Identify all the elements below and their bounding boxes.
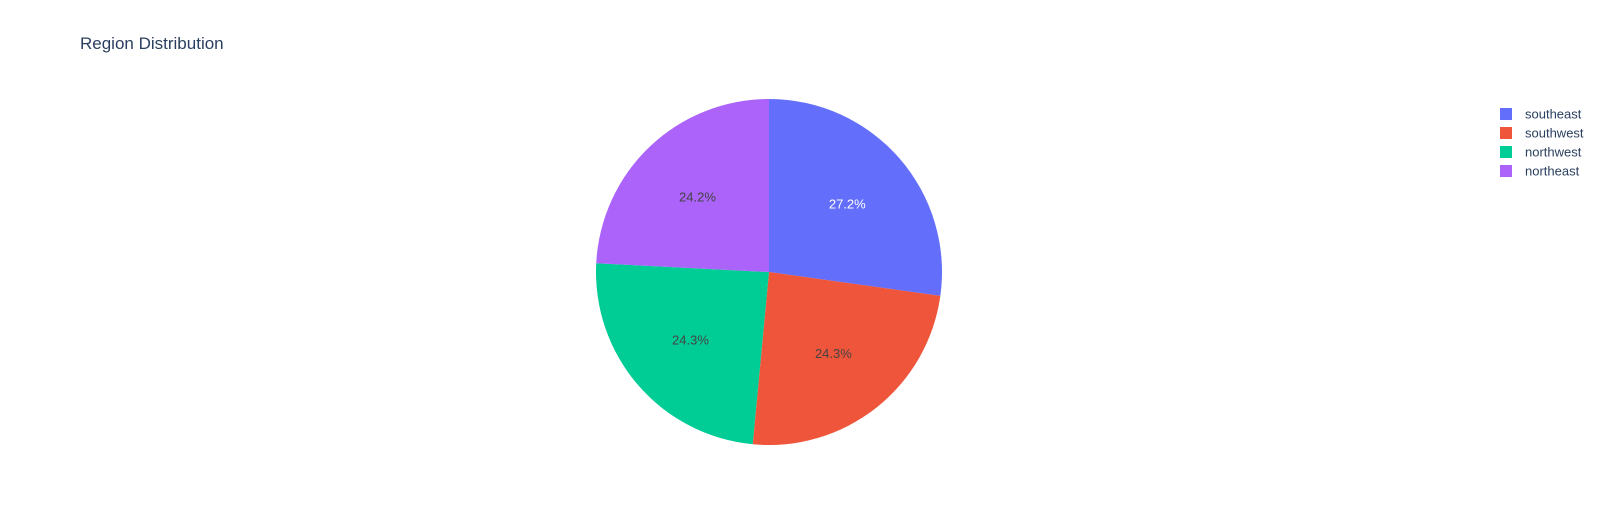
legend-swatch-northwest	[1500, 146, 1512, 158]
legend-label-southwest: southwest	[1525, 126, 1584, 141]
legend: southeast southwest northwest northeast	[1500, 107, 1584, 179]
legend-label-northeast: northeast	[1525, 164, 1580, 179]
slice-label-northeast: 24.2%	[679, 189, 716, 204]
pie-slice-southwest[interactable]	[752, 272, 941, 445]
legend-swatch-southeast	[1500, 108, 1512, 120]
legend-item-southeast[interactable]: southeast	[1500, 107, 1582, 122]
legend-label-southeast: southeast	[1525, 107, 1582, 122]
pie-slice-northwest[interactable]	[596, 263, 769, 445]
legend-label-northwest: northwest	[1525, 145, 1582, 160]
legend-swatch-southwest	[1500, 127, 1512, 139]
chart-title: Region Distribution	[80, 34, 224, 53]
legend-item-northeast[interactable]: northeast	[1500, 164, 1580, 179]
pie-slice-labels: 27.2% 24.3% 24.3% 24.2%	[672, 189, 866, 361]
pie-slice-southeast[interactable]	[769, 99, 942, 296]
slice-label-northwest: 24.3%	[672, 332, 709, 347]
pie-slice-northeast[interactable]	[596, 99, 769, 272]
slice-label-southeast: 27.2%	[829, 196, 866, 211]
slice-label-southwest: 24.3%	[815, 346, 852, 361]
pie-slices	[596, 99, 942, 445]
legend-item-southwest[interactable]: southwest	[1500, 126, 1584, 141]
legend-swatch-northeast	[1500, 165, 1512, 177]
legend-item-northwest[interactable]: northwest	[1500, 145, 1582, 160]
